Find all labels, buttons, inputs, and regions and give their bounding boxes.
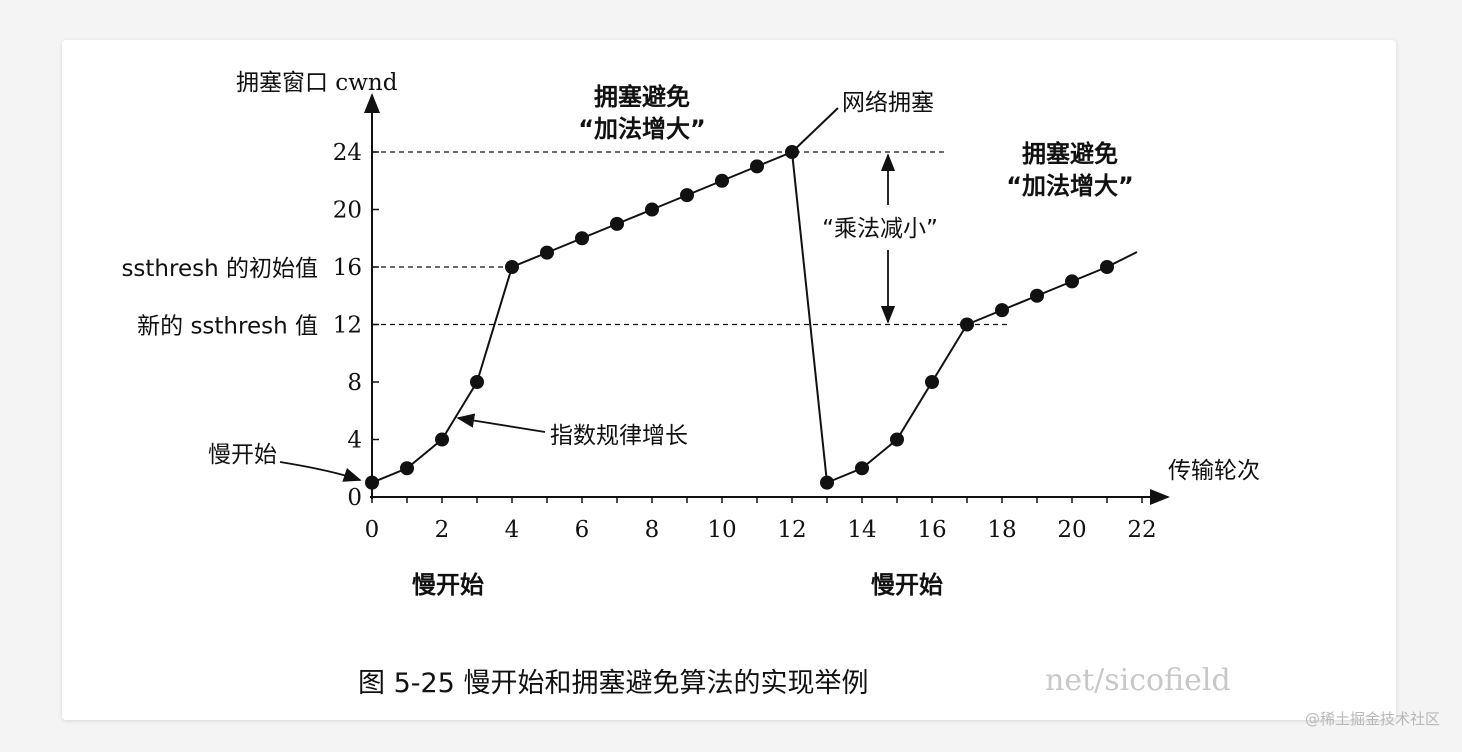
x-axis-label: 传输轮次	[1168, 458, 1260, 484]
data-point	[645, 202, 659, 217]
data-point	[1100, 260, 1114, 274]
data-point	[435, 432, 449, 447]
data-point	[575, 231, 589, 246]
annotation-congestion-avoidance-1: 拥塞避免	[594, 83, 690, 111]
data-point	[1065, 274, 1079, 289]
y-tick-label: 4	[347, 428, 362, 454]
annotation-slow-start-bottom-2: 慢开始	[871, 571, 943, 599]
threshold-label-12: 新的 ssthresh 值	[137, 314, 318, 340]
congestion-extension	[791, 107, 839, 153]
data-point	[785, 145, 799, 159]
exponential-arrow	[456, 413, 546, 433]
data-point	[715, 173, 729, 188]
figure-caption: 图 5-25 慢开始和拥塞避免算法的实现举例	[358, 668, 868, 699]
y-tick-label: 8	[347, 370, 362, 396]
threshold-label-16: ssthresh 的初始值	[121, 256, 318, 282]
data-point	[680, 188, 694, 203]
series-line-1	[826, 266, 1108, 484]
x-tick-label: 12	[777, 517, 806, 543]
annotation-additive-increase-2: “加法增大”	[1006, 172, 1134, 200]
caption-watermark: net/sicofield	[1045, 663, 1231, 698]
x-tick-label: 2	[435, 517, 450, 543]
site-watermark: @稀土掘金技术社区	[1304, 710, 1440, 728]
x-tick-label: 4	[505, 517, 520, 543]
x-tick-label: 0	[365, 517, 380, 543]
y-tick-label: 16	[333, 255, 362, 281]
y-tick-label: 0	[347, 485, 362, 511]
annotation-multiplicative-decrease: “乘法减小”	[822, 216, 938, 242]
drop-line	[791, 151, 828, 483]
data-point	[995, 303, 1009, 318]
data-point	[820, 475, 834, 490]
x-tick-label: 8	[645, 517, 660, 543]
y-tick-label: 20	[333, 198, 362, 224]
annotation-additive-increase-1: “加法增大”	[578, 115, 706, 143]
annotation-slow-start: 慢开始	[208, 442, 277, 468]
data-point	[1030, 288, 1044, 303]
data-point	[505, 260, 519, 274]
annotation-exponential: 指数规律增长	[550, 423, 688, 449]
annotation-congestion-avoidance-2: 拥塞避免	[1022, 140, 1118, 168]
data-point	[890, 432, 904, 447]
data-point	[365, 475, 379, 490]
data-point	[400, 461, 414, 476]
data-point	[855, 461, 869, 476]
x-tick-label: 20	[1057, 517, 1086, 543]
y-axis-label: 拥塞窗口 cwnd	[236, 70, 398, 96]
annotation-network-congestion: 网络拥塞	[842, 90, 934, 116]
data-point	[540, 245, 554, 260]
annotation-slow-start-bottom-1: 慢开始	[412, 571, 484, 599]
x-tick-label: 16	[917, 517, 946, 543]
figure-card	[62, 40, 1396, 720]
x-tick-label: 6	[575, 517, 590, 543]
y-tick-label: 24	[333, 140, 362, 166]
x-tick-label: 18	[987, 517, 1016, 543]
data-point	[750, 159, 764, 174]
y-tick-label: 12	[333, 313, 362, 339]
data-point	[960, 317, 974, 332]
slow-start-arrow	[279, 461, 362, 482]
data-point	[925, 375, 939, 389]
x-tick-label: 22	[1127, 517, 1156, 543]
data-point	[610, 216, 624, 231]
data-point	[470, 375, 484, 389]
x-tick-label: 14	[847, 517, 876, 543]
x-tick-label: 10	[707, 517, 736, 543]
